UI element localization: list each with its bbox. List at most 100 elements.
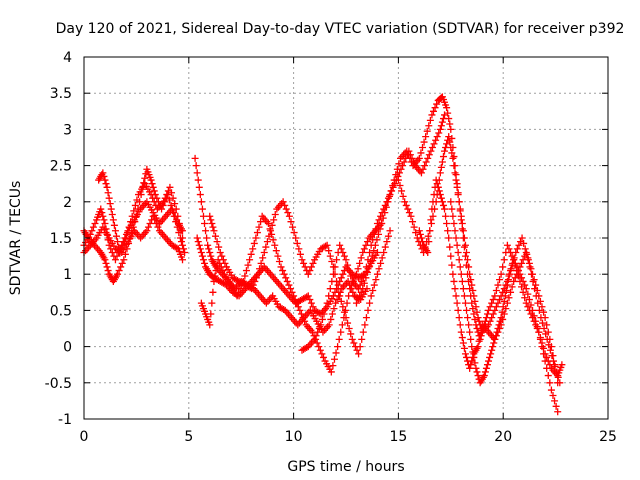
- data-point: [257, 218, 265, 226]
- data-point: [447, 125, 455, 133]
- data-point: [216, 248, 224, 256]
- data-point: [464, 314, 472, 322]
- data-point: [370, 247, 378, 255]
- data-point: [447, 144, 455, 151]
- data-point: [435, 129, 443, 137]
- data-point: [207, 216, 215, 224]
- data-point: [177, 227, 185, 235]
- data-point: [343, 299, 351, 307]
- data-point: [419, 144, 427, 151]
- data-point: [551, 397, 559, 405]
- data-point: [333, 256, 341, 264]
- data-point: [175, 220, 183, 228]
- data-point: [212, 267, 220, 275]
- data-point: [475, 337, 483, 345]
- data-point: [289, 223, 297, 231]
- data-point: [107, 205, 115, 213]
- data-point: [467, 335, 475, 343]
- data-point: [521, 281, 529, 289]
- data-point: [375, 265, 383, 273]
- data-point: [424, 248, 432, 256]
- data-point: [439, 153, 447, 161]
- data-point: [309, 259, 317, 267]
- data-point: [275, 258, 283, 266]
- data-point: [380, 248, 388, 256]
- data-point: [442, 212, 450, 220]
- data-point: [451, 169, 459, 177]
- data-point: [323, 241, 331, 249]
- data-point: [443, 104, 451, 112]
- data-point: [481, 368, 489, 376]
- x-tick-label: 0: [80, 429, 89, 445]
- data-point: [346, 285, 354, 293]
- data-point: [309, 303, 317, 311]
- data-point: [197, 248, 205, 256]
- data-point: [104, 189, 112, 197]
- data-point: [495, 321, 503, 329]
- data-point: [255, 223, 263, 231]
- data-point: [447, 252, 455, 260]
- data-point: [496, 276, 504, 284]
- data-point: [409, 218, 417, 226]
- data-point: [205, 245, 213, 253]
- data-point: [206, 212, 214, 220]
- data-point: [494, 325, 502, 332]
- data-point: [488, 346, 496, 354]
- data-point: [340, 308, 348, 316]
- data-point: [486, 317, 494, 325]
- data-point: [102, 180, 110, 188]
- y-tick-label: 3.5: [50, 86, 72, 102]
- data-point: [332, 299, 340, 307]
- data-point: [444, 109, 452, 117]
- data-point: [463, 353, 471, 361]
- data-point: [507, 288, 515, 296]
- data-point: [540, 308, 548, 316]
- data-point: [404, 151, 412, 159]
- data-point: [161, 194, 169, 202]
- data-point: [149, 194, 157, 202]
- data-point: [384, 198, 392, 206]
- data-point: [469, 348, 477, 356]
- data-point: [417, 234, 425, 242]
- data-point: [233, 292, 241, 300]
- data-point: [443, 220, 451, 228]
- data-point: [285, 281, 293, 289]
- data-point: [320, 310, 328, 318]
- data-point: [493, 328, 501, 336]
- data-point: [120, 238, 128, 246]
- data-point: [494, 299, 502, 307]
- data-point: [537, 314, 545, 322]
- data-point: [492, 332, 500, 340]
- data-point: [134, 205, 142, 213]
- data-point: [327, 315, 335, 323]
- data-point: [490, 339, 498, 347]
- data-point: [498, 308, 506, 316]
- data-point: [292, 234, 300, 242]
- data-point: [326, 252, 334, 260]
- data-point: [433, 180, 441, 188]
- data-point: [425, 122, 433, 130]
- data-point: [312, 332, 320, 340]
- data-point: [330, 355, 338, 363]
- data-point: [370, 281, 378, 289]
- data-point: [471, 297, 479, 305]
- data-point: [337, 328, 345, 336]
- data-point: [447, 198, 455, 206]
- data-point: [209, 288, 217, 296]
- data-point: [545, 341, 553, 349]
- data-point: [510, 254, 518, 262]
- data-point: [392, 171, 400, 179]
- data-point: [457, 328, 465, 336]
- data-point: [505, 245, 513, 253]
- data-point: [149, 183, 157, 191]
- data-point: [268, 221, 276, 229]
- data-point: [451, 285, 459, 293]
- data-point: [421, 162, 429, 170]
- data-point: [472, 364, 480, 372]
- data-point: [474, 314, 482, 322]
- data-point: [250, 239, 258, 247]
- data-point: [438, 158, 446, 166]
- data-point: [344, 261, 352, 269]
- data-point: [285, 212, 293, 220]
- data-point: [337, 297, 345, 305]
